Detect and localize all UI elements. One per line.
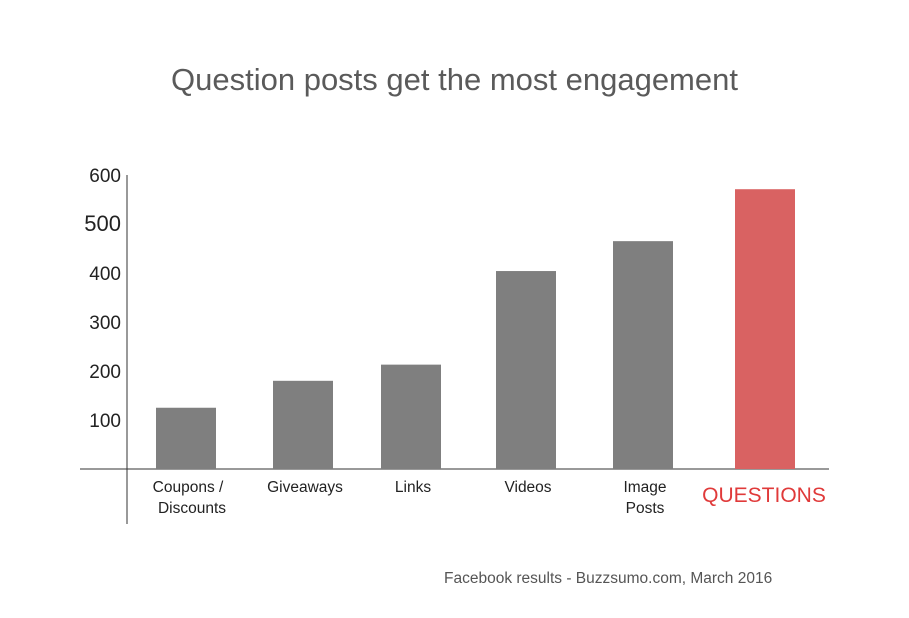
bar	[273, 380, 333, 469]
bars-group	[156, 189, 795, 469]
bar	[496, 271, 556, 469]
category-label-line: Videos	[504, 479, 551, 496]
category-label-line: QUESTIONS	[702, 484, 826, 507]
category-label: Links	[395, 479, 431, 496]
y-tick-label: 500	[84, 211, 121, 236]
y-tick-labels: 100 200 300 400 500 600	[84, 166, 121, 432]
chart-title: Question posts get the most engagement	[171, 62, 738, 97]
category-label-line: Posts	[626, 500, 665, 517]
category-label-line: Discounts	[158, 500, 226, 517]
category-label-line: Giveaways	[267, 479, 343, 496]
category-labels: Coupons / Discounts Giveaways Links Videos Im…	[153, 479, 826, 517]
y-tick-label: 600	[89, 166, 121, 187]
category-label-line: Image	[623, 479, 666, 496]
category-label: QUESTIONS	[702, 484, 826, 507]
category-label: Videos	[504, 479, 551, 496]
y-tick-label: 300	[89, 313, 121, 334]
bar	[156, 407, 216, 469]
y-tick-label: 100	[89, 411, 121, 432]
source-note: Facebook results - Buzzsumo.com, March 2…	[444, 570, 773, 587]
category-label: Coupons / Discounts	[153, 479, 227, 517]
category-label: Image Posts	[623, 479, 666, 517]
y-tick-label: 400	[89, 264, 121, 285]
category-label: Giveaways	[267, 479, 343, 496]
bar	[613, 241, 673, 469]
category-label-line: Coupons /	[153, 479, 224, 496]
bar	[381, 364, 441, 469]
category-label-line: Links	[395, 479, 431, 496]
bar	[735, 189, 795, 469]
y-tick-label: 200	[89, 362, 121, 383]
